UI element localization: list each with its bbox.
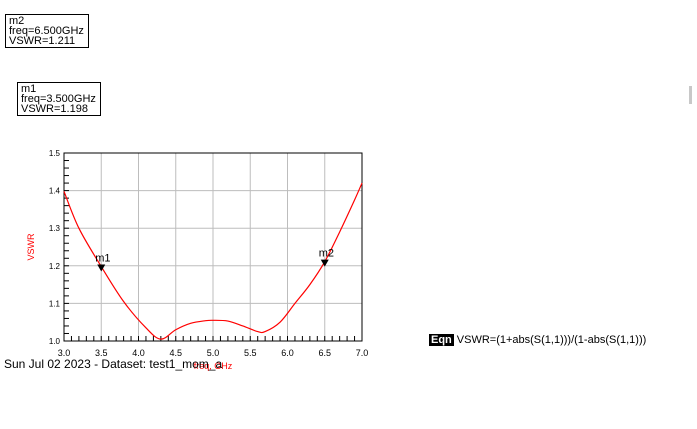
- dataset-footer: Sun Jul 02 2023 - Dataset: test1_mom_a: [4, 357, 223, 371]
- y-axis-label: VSWR: [26, 233, 36, 261]
- marker-vswr: VSWR=1.198: [21, 103, 88, 115]
- x-axis-label: freq, GHz: [194, 361, 233, 371]
- scrollbar-thumb[interactable]: [689, 86, 692, 104]
- marker-label-m2: m2: [319, 248, 334, 260]
- marker-freq: freq=6.500GHz: [9, 25, 84, 37]
- marker-label-m1: m1: [95, 253, 110, 265]
- y-tick-label: 1.3: [49, 224, 61, 233]
- x-tick-label: 5.5: [244, 348, 257, 358]
- vswr-trace: [63, 182, 363, 340]
- x-tick-label: 4.0: [132, 348, 145, 358]
- x-tick-label: 6.0: [281, 348, 294, 358]
- equation[interactable]: Eqn VSWR=(1+abs(S(1,1)))/(1-abs(S(1,1))): [429, 334, 646, 346]
- marker-readout-m2[interactable]: m2 freq=6.500GHz VSWR=1.211: [5, 14, 89, 48]
- marker-name: m1: [21, 83, 37, 95]
- x-tick-label: 6.5: [318, 348, 331, 358]
- y-tick-label: 1.5: [49, 149, 61, 158]
- marker-triangle-m1: [97, 264, 106, 272]
- y-tick-label: 1.2: [49, 262, 61, 271]
- marker-vswr: VSWR=1.211: [9, 35, 76, 47]
- x-tick-label: 3.5: [95, 348, 108, 358]
- y-tick-label: 1.4: [49, 187, 61, 196]
- marker-triangle-m2: [320, 259, 329, 267]
- marker-readout-m1[interactable]: m1 freq=3.500GHz VSWR=1.198: [17, 82, 101, 116]
- marker-name: m2: [9, 15, 25, 27]
- eqn-tag: Eqn: [429, 334, 454, 346]
- x-tick-label: 5.0: [207, 348, 220, 358]
- x-tick-label: 3.0: [58, 348, 71, 358]
- y-tick-label: 1.0: [49, 337, 61, 346]
- x-tick-label: 4.5: [169, 348, 182, 358]
- y-tick-label: 1.1: [49, 299, 61, 308]
- marker-freq: freq=3.500GHz: [21, 93, 96, 105]
- x-tick-label: 7.0: [356, 348, 369, 358]
- equation-text: VSWR=(1+abs(S(1,1)))/(1-abs(S(1,1))): [456, 334, 647, 346]
